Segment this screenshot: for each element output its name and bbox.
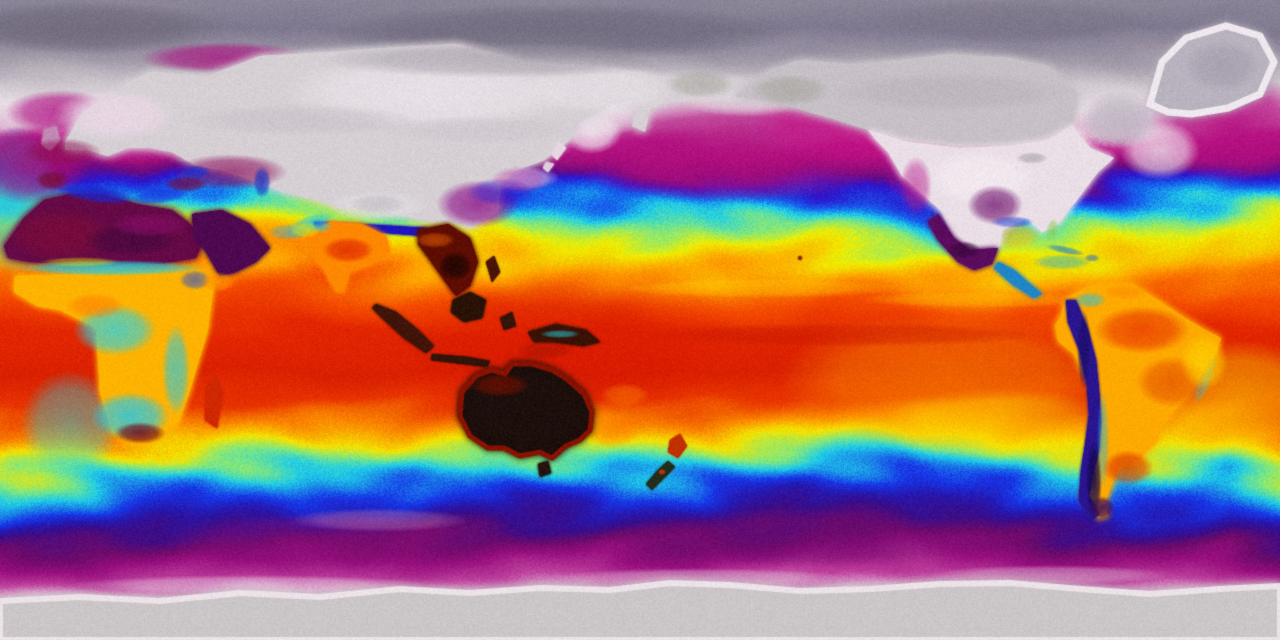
map-viewport xyxy=(0,0,1280,640)
global-temperature-heatmap-canvas xyxy=(0,0,1280,640)
